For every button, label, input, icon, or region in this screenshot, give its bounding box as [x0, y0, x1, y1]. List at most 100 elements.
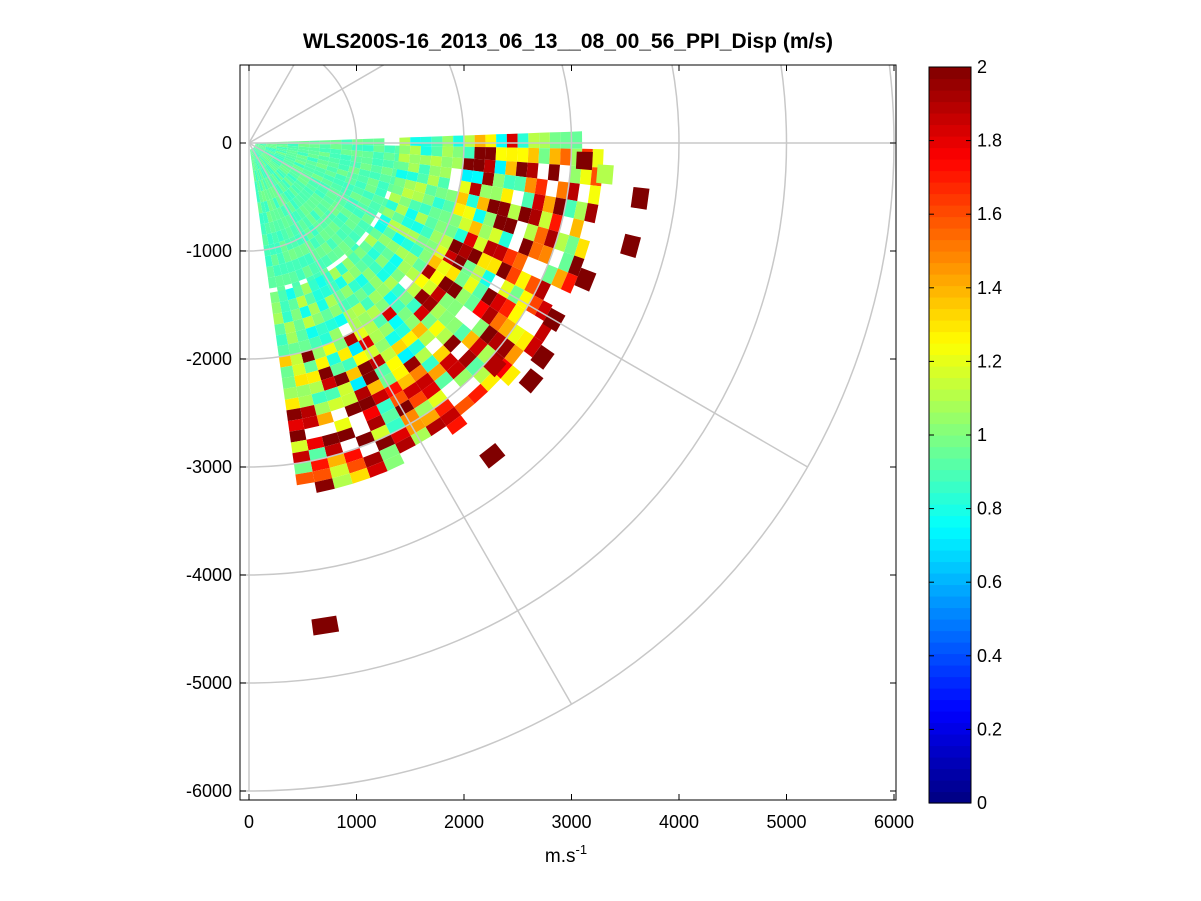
ppi-cell [276, 146, 288, 150]
ppi-cell [429, 302, 447, 320]
ppi-cell [304, 292, 317, 306]
ppi-cell [268, 221, 276, 234]
colorbar-tick-label: 0.2 [977, 719, 1002, 739]
ppi-cell [534, 178, 548, 196]
ppi-cell [476, 196, 490, 212]
ppi-cell [480, 306, 499, 325]
ppi-cell [528, 208, 543, 227]
ppi-cell [453, 135, 464, 147]
ppi-cell [305, 199, 317, 210]
ppi-cell [340, 186, 353, 197]
ppi-cell [303, 359, 319, 374]
ppi-cell [380, 407, 401, 425]
ppi-cell [551, 268, 568, 290]
ppi-cell [288, 248, 298, 261]
y-tick-label: -3000 [186, 457, 232, 477]
ppi-cell [283, 386, 299, 400]
ppi-cell [260, 179, 266, 191]
ppi-cell [255, 143, 267, 146]
ppi-cell [284, 214, 294, 227]
ppi-cell [328, 157, 340, 164]
ppi-cell [446, 281, 463, 299]
ppi-cell [297, 176, 308, 186]
ppi-cell [349, 161, 362, 169]
ppi-cell [284, 155, 296, 162]
colorbar-tick-label: 1.8 [977, 131, 1002, 151]
ppi-cell [368, 328, 385, 345]
ppi-cell [571, 131, 583, 149]
ppi-cell [272, 264, 282, 277]
ppi-cell [263, 151, 273, 159]
ppi-cell [406, 171, 419, 182]
ppi-cell [320, 308, 334, 322]
ppi-cell [370, 424, 391, 442]
ppi-cell [397, 260, 413, 275]
ppi-cell [455, 287, 472, 306]
ppi-cell [374, 254, 389, 269]
ppi-cell [439, 352, 459, 372]
ppi-cell [351, 150, 363, 157]
ppi-cell [343, 235, 356, 249]
ppi-cell [325, 190, 338, 201]
ppi-cell [472, 208, 487, 224]
ppi-cell [394, 322, 412, 339]
colorbar-band [929, 400, 971, 413]
colorbar-band [929, 228, 971, 241]
ppi-cell [328, 205, 340, 217]
ppi-cell [573, 201, 588, 221]
ppi-cell [383, 290, 399, 306]
ppi-cell [406, 281, 422, 298]
ppi-cell [351, 302, 367, 317]
ppi-cell [323, 225, 336, 238]
ppi-cell [300, 188, 312, 199]
ppi-cell [324, 294, 338, 308]
ppi-cell [523, 223, 539, 242]
ppi-cell [374, 187, 388, 198]
ppi-cell [272, 157, 283, 165]
ppi-cell [288, 170, 299, 180]
ppi-cell [326, 351, 342, 367]
ppi-cell [292, 196, 303, 208]
ppi-cell [458, 349, 477, 369]
ppi-cell [293, 461, 313, 475]
ppi-cell [258, 213, 265, 225]
ppi-cell [362, 189, 375, 201]
ppi-cell [340, 284, 354, 299]
ppi-cell [287, 147, 299, 152]
ppi-cell [319, 198, 332, 210]
ppi-cell [368, 171, 381, 181]
colorbar-band [929, 170, 971, 183]
ppi-cell [290, 352, 304, 366]
ppi-cell [346, 457, 367, 474]
ppi-cell [354, 180, 367, 190]
ppi-cell [250, 149, 254, 160]
ppi-cell [403, 355, 422, 373]
ppi-cell [277, 168, 287, 177]
ppi-cell [478, 223, 493, 241]
ppi-cell [466, 194, 480, 209]
ppi-cell [262, 152, 273, 160]
ppi-cell [276, 230, 285, 243]
ppi-cell [333, 313, 348, 328]
ppi-cell [498, 298, 517, 319]
ppi-cell [276, 218, 286, 231]
ppi-cell [373, 145, 385, 153]
ppi-cell [266, 177, 273, 188]
ppi-cell [298, 339, 312, 353]
ppi-cell [314, 478, 335, 493]
ppi-cell [309, 209, 321, 222]
ppi-cell [300, 282, 312, 296]
ppi-cell [473, 158, 485, 172]
ppi-cell [326, 250, 339, 264]
ppi-cell [330, 233, 344, 246]
ppi-cell [384, 381, 403, 398]
ppi-cell [446, 415, 468, 435]
ppi-cell [395, 435, 416, 454]
ppi-cell [399, 137, 411, 146]
ppi-cell [524, 177, 538, 194]
ppi-cell [357, 219, 371, 232]
ppi-cell [303, 252, 315, 266]
ppi-cell [318, 155, 330, 162]
ppi-cell [277, 289, 288, 302]
ppi-cell [560, 131, 572, 149]
